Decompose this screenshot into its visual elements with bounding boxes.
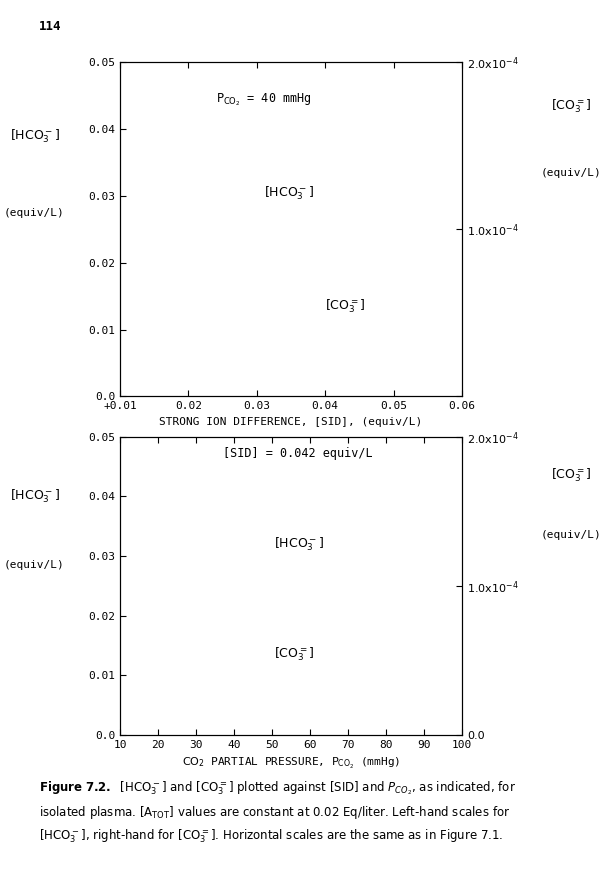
Text: (equiv/L): (equiv/L): [4, 560, 65, 570]
Text: $\mathbf{Figure\ 7.2.}$  $[\mathrm{HCO_3^-}]$ and $[\mathrm{CO_3^=}]$ plotted ag: $\mathbf{Figure\ 7.2.}$ $[\mathrm{HCO_3^…: [39, 780, 516, 845]
Text: (equiv/L): (equiv/L): [541, 168, 600, 177]
X-axis label: STRONG ION DIFFERENCE, [SID], (equiv/L): STRONG ION DIFFERENCE, [SID], (equiv/L): [160, 417, 422, 427]
Text: $[\mathrm{HCO_3^-}]$: $[\mathrm{HCO_3^-}]$: [263, 184, 314, 201]
Text: (equiv/L): (equiv/L): [541, 530, 600, 540]
Text: $\mathrm{P_{CO_2}}$ = 40 mmHg: $\mathrm{P_{CO_2}}$ = 40 mmHg: [216, 92, 311, 108]
Text: $[\mathrm{CO_3^=}]$: $[\mathrm{CO_3^=}]$: [551, 97, 592, 115]
Text: 114: 114: [39, 20, 62, 33]
Text: $[\mathrm{HCO_3^-}]$: $[\mathrm{HCO_3^-}]$: [274, 535, 324, 552]
Text: [SID] = 0.042 equiv/L: [SID] = 0.042 equiv/L: [223, 447, 372, 461]
Text: (equiv/L): (equiv/L): [4, 208, 65, 217]
X-axis label: $\mathrm{CO_2}$ PARTIAL PRESSURE, $\mathrm{P_{CO_2}}$ (mmHg): $\mathrm{CO_2}$ PARTIAL PRESSURE, $\math…: [182, 756, 400, 771]
Text: $[\mathrm{HCO_3^-}]$: $[\mathrm{HCO_3^-}]$: [10, 487, 59, 505]
Text: $[\mathrm{CO_3^=}]$: $[\mathrm{CO_3^=}]$: [274, 645, 314, 663]
Text: $[\mathrm{CO_3^=}]$: $[\mathrm{CO_3^=}]$: [325, 298, 365, 315]
Text: $[\mathrm{CO_3^=}]$: $[\mathrm{CO_3^=}]$: [551, 467, 592, 484]
Text: $[\mathrm{HCO_3^-}]$: $[\mathrm{HCO_3^-}]$: [10, 127, 59, 144]
